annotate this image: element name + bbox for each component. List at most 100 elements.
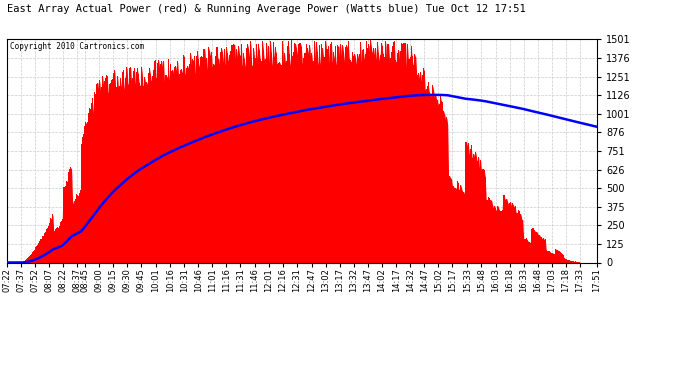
- Bar: [525, 239, 526, 262]
- Bar: [135, 84, 136, 262]
- Bar: [337, 45, 339, 262]
- Bar: [560, 252, 561, 262]
- Bar: [145, 84, 146, 262]
- Bar: [188, 70, 189, 262]
- Bar: [45, 232, 46, 262]
- Bar: [365, 54, 366, 262]
- Bar: [551, 252, 553, 262]
- Bar: [522, 219, 523, 262]
- Bar: [531, 229, 532, 262]
- Bar: [470, 149, 471, 262]
- Bar: [132, 78, 133, 262]
- Bar: [31, 254, 32, 262]
- Bar: [298, 44, 299, 262]
- Bar: [523, 239, 524, 262]
- Bar: [301, 47, 302, 262]
- Bar: [209, 51, 210, 262]
- Bar: [123, 70, 124, 262]
- Bar: [176, 71, 177, 262]
- Bar: [259, 58, 261, 262]
- Bar: [481, 171, 482, 262]
- Bar: [348, 40, 349, 262]
- Bar: [528, 242, 529, 262]
- Bar: [128, 86, 129, 262]
- Bar: [129, 68, 130, 262]
- Bar: [99, 80, 100, 262]
- Bar: [388, 45, 389, 262]
- Bar: [254, 58, 255, 262]
- Bar: [556, 250, 557, 262]
- Bar: [346, 45, 347, 262]
- Bar: [363, 50, 364, 262]
- Bar: [228, 55, 230, 262]
- Bar: [291, 65, 293, 262]
- Bar: [463, 192, 464, 262]
- Bar: [55, 229, 56, 262]
- Bar: [314, 41, 315, 262]
- Bar: [567, 260, 569, 262]
- Bar: [121, 87, 122, 262]
- Bar: [63, 187, 65, 262]
- Bar: [48, 226, 49, 262]
- Bar: [273, 42, 274, 262]
- Bar: [446, 117, 447, 262]
- Bar: [97, 82, 99, 262]
- Bar: [313, 60, 314, 262]
- Bar: [452, 186, 453, 262]
- Bar: [65, 191, 66, 262]
- Bar: [46, 229, 47, 262]
- Bar: [275, 53, 277, 262]
- Bar: [369, 57, 371, 262]
- Bar: [24, 261, 26, 262]
- Bar: [181, 73, 183, 262]
- Bar: [379, 60, 380, 262]
- Bar: [50, 217, 52, 262]
- Bar: [377, 42, 378, 262]
- Bar: [288, 54, 290, 262]
- Bar: [137, 68, 138, 262]
- Bar: [163, 61, 164, 262]
- Bar: [512, 203, 513, 262]
- Bar: [570, 261, 571, 262]
- Bar: [483, 169, 484, 262]
- Bar: [340, 44, 342, 262]
- Bar: [538, 235, 539, 262]
- Bar: [295, 44, 296, 262]
- Bar: [146, 82, 147, 262]
- Bar: [201, 57, 202, 262]
- Bar: [471, 145, 472, 262]
- Bar: [178, 75, 179, 262]
- Bar: [270, 41, 271, 262]
- Bar: [193, 61, 194, 262]
- Bar: [75, 198, 76, 262]
- Bar: [23, 261, 24, 262]
- Bar: [422, 75, 423, 262]
- Bar: [237, 58, 238, 262]
- Text: East Array Actual Power (red) & Running Average Power (Watts blue) Tue Oct 12 17: East Array Actual Power (red) & Running …: [7, 4, 526, 14]
- Bar: [361, 62, 362, 262]
- Bar: [553, 254, 554, 262]
- Bar: [51, 220, 52, 262]
- Bar: [554, 254, 555, 262]
- Bar: [416, 76, 417, 262]
- Bar: [38, 243, 39, 262]
- Bar: [460, 184, 462, 262]
- Bar: [531, 228, 533, 262]
- Bar: [233, 44, 235, 262]
- Bar: [444, 115, 446, 262]
- Bar: [107, 76, 108, 262]
- Bar: [471, 158, 473, 262]
- Bar: [331, 42, 332, 262]
- Bar: [321, 44, 322, 262]
- Bar: [318, 65, 319, 262]
- Bar: [564, 258, 566, 262]
- Bar: [535, 233, 536, 262]
- Bar: [479, 170, 480, 262]
- Bar: [255, 58, 256, 262]
- Bar: [164, 81, 165, 262]
- Bar: [293, 52, 295, 262]
- Bar: [518, 211, 520, 262]
- Bar: [180, 70, 181, 262]
- Bar: [136, 72, 137, 262]
- Bar: [150, 75, 151, 262]
